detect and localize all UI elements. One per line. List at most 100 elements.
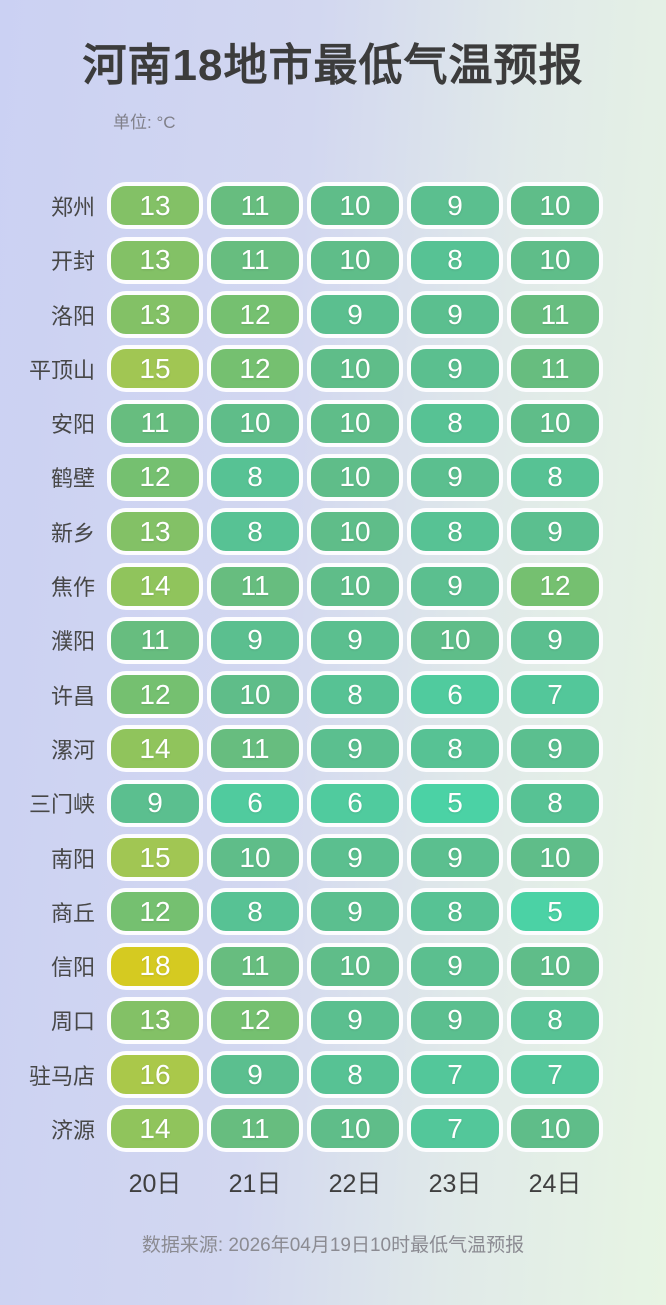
heatmap-cell: 9 (405, 834, 505, 881)
temp-value-pill: 10 (307, 453, 403, 501)
heatmap-cell: 11 (105, 616, 205, 664)
temp-value-pill: 10 (507, 399, 603, 447)
temp-value-pill: 9 (407, 453, 503, 501)
heatmap-cell: 12 (205, 291, 305, 339)
heatmap-cell: 8 (205, 508, 305, 556)
heatmap-cell: 8 (505, 453, 605, 501)
temp-value-pill: 9 (307, 996, 403, 1044)
row-label: 安阳 (50, 412, 95, 438)
heatmap-cell: 10 (305, 399, 405, 447)
temp-value-pill: 14 (107, 562, 203, 610)
temp-value-pill: 11 (507, 291, 603, 339)
temp-value-pill: 7 (407, 1051, 503, 1099)
heatmap-cell: 9 (205, 1051, 305, 1099)
row-label: 许昌 (50, 683, 95, 709)
heatmap-cell: 10 (305, 508, 405, 556)
row-label: 周口 (50, 1009, 95, 1035)
heatmap-cell: 8 (305, 1051, 405, 1099)
heatmap-cell: 9 (205, 616, 305, 664)
temp-value-pill: 11 (207, 1105, 303, 1153)
heatmap-cell: 8 (205, 888, 305, 936)
heatmap-cell: 8 (405, 888, 505, 936)
heatmap-cell: 8 (405, 236, 505, 284)
heatmap-cell: 8 (505, 779, 605, 827)
temp-value-pill: 13 (107, 236, 203, 284)
column-header: 20日 (128, 1170, 182, 1199)
temp-value-pill: 5 (507, 888, 603, 936)
heatmap-cell: 7 (505, 1051, 605, 1099)
heatmap-cell: 11 (105, 399, 205, 447)
heatmap-cell: 9 (305, 725, 405, 773)
heatmap-cell: 12 (105, 671, 205, 719)
heatmap-cell: 10 (405, 616, 505, 664)
heatmap-cell: 9 (405, 453, 505, 501)
temp-value-pill: 8 (207, 888, 303, 936)
heatmap-cell: 10 (305, 562, 405, 610)
temp-value-pill: 11 (107, 616, 203, 664)
temp-value-pill: 6 (307, 779, 403, 827)
temp-value-pill: 9 (307, 616, 403, 664)
temp-value-pill: 6 (207, 779, 303, 827)
heatmap-cell: 9 (305, 616, 405, 664)
heatmap-cell: 15 (105, 834, 205, 881)
temp-value-pill: 9 (207, 1051, 303, 1099)
heatmap-cell: 9 (405, 291, 505, 339)
heatmap-cell: 9 (305, 291, 405, 339)
heatmap-cell: 10 (205, 671, 305, 719)
row-label: 新乡 (50, 520, 95, 546)
temp-value-pill: 12 (507, 562, 603, 610)
temp-value-pill: 12 (207, 291, 303, 339)
temp-value-pill: 5 (407, 779, 503, 827)
column-header: 23日 (428, 1170, 482, 1199)
row-label: 濮阳 (50, 629, 95, 655)
row-label: 信阳 (50, 955, 95, 981)
page-title: 河南18地市最低气温预报 (82, 41, 584, 90)
temp-value-pill: 9 (407, 291, 503, 339)
heatmap-cell: 5 (505, 888, 605, 936)
row-label: 三门峡 (28, 792, 95, 818)
heatmap-cell: 11 (205, 725, 305, 773)
heatmap-cell: 10 (305, 1105, 405, 1153)
heatmap-cell: 10 (305, 236, 405, 284)
temp-value-pill: 10 (507, 942, 603, 990)
temp-value-pill: 10 (307, 508, 403, 556)
heatmap-cell: 11 (505, 291, 605, 339)
temp-value-pill: 10 (307, 236, 403, 284)
temp-value-pill: 8 (407, 725, 503, 773)
heatmap-cell: 7 (405, 1105, 505, 1153)
heatmap-cell: 14 (105, 1105, 205, 1153)
heatmap-cell: 14 (105, 725, 205, 773)
heatmap-cell: 9 (505, 725, 605, 773)
temp-value-pill: 12 (107, 453, 203, 501)
heatmap-cell: 10 (305, 942, 405, 990)
temp-value-pill: 9 (407, 345, 503, 393)
heatmap-cell: 8 (305, 671, 405, 719)
temp-value-pill: 8 (407, 888, 503, 936)
temp-value-pill: 12 (207, 345, 303, 393)
temp-value-pill: 15 (107, 834, 203, 881)
temp-value-pill: 11 (107, 399, 203, 447)
column-header: 21日 (228, 1170, 282, 1199)
heatmap-cell: 18 (105, 942, 205, 990)
temp-value-pill: 9 (407, 942, 503, 990)
heatmap-cell: 8 (405, 725, 505, 773)
heatmap-cell: 14 (105, 562, 205, 610)
temp-value-pill: 9 (307, 291, 403, 339)
heatmap-cell: 6 (305, 779, 405, 827)
heatmap-cell: 11 (205, 562, 305, 610)
row-label: 南阳 (50, 846, 95, 872)
temp-value-pill: 10 (507, 182, 603, 230)
heatmap-cell: 10 (505, 399, 605, 447)
heatmap-cell: 11 (205, 236, 305, 284)
row-label: 漯河 (50, 737, 95, 763)
heatmap-cell: 10 (305, 345, 405, 393)
temp-value-pill: 9 (207, 616, 303, 664)
heatmap-cell: 7 (505, 671, 605, 719)
temp-value-pill: 11 (207, 942, 303, 990)
heatmap-cell: 5 (405, 779, 505, 827)
heatmap-cell: 10 (505, 236, 605, 284)
temp-value-pill: 10 (307, 399, 403, 447)
temp-value-pill: 8 (407, 508, 503, 556)
temp-value-pill: 10 (207, 834, 303, 881)
